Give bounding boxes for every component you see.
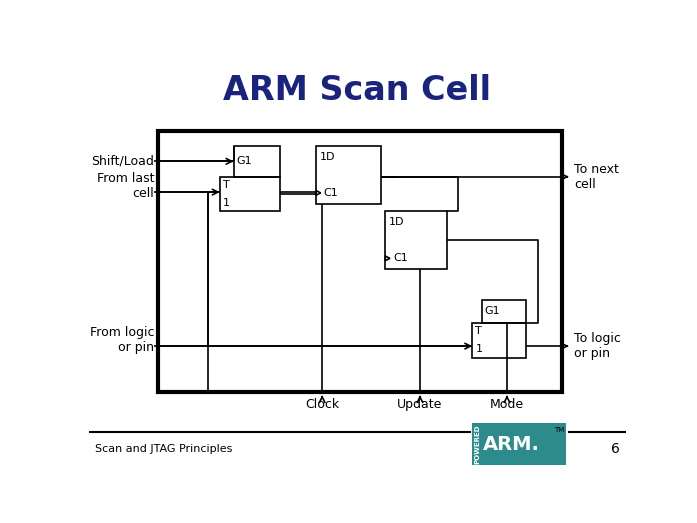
Bar bbox=[220, 177, 279, 211]
Bar bbox=[316, 146, 381, 203]
Text: From logic
or pin: From logic or pin bbox=[90, 326, 154, 354]
Text: T: T bbox=[223, 180, 229, 190]
Text: Mode: Mode bbox=[490, 399, 524, 412]
Text: Scan and JTAG Principles: Scan and JTAG Principles bbox=[95, 444, 232, 453]
Text: Update: Update bbox=[397, 399, 443, 412]
Bar bbox=[233, 146, 279, 177]
Text: To logic
or pin: To logic or pin bbox=[574, 332, 621, 360]
Text: ARM.: ARM. bbox=[483, 435, 540, 454]
Text: 1: 1 bbox=[223, 198, 230, 208]
Text: T: T bbox=[475, 326, 482, 336]
Text: 1D: 1D bbox=[320, 152, 335, 162]
Text: To next
cell: To next cell bbox=[574, 163, 619, 191]
Bar bbox=[158, 131, 562, 392]
Text: G1: G1 bbox=[484, 306, 500, 316]
Text: C1: C1 bbox=[393, 253, 408, 264]
Text: 1: 1 bbox=[475, 344, 482, 354]
Bar bbox=[482, 300, 526, 323]
Text: POWERED: POWERED bbox=[475, 425, 481, 464]
Text: 6: 6 bbox=[611, 441, 620, 456]
Text: ARM Scan Cell: ARM Scan Cell bbox=[223, 74, 491, 107]
Text: C1: C1 bbox=[323, 188, 339, 198]
Bar bbox=[473, 323, 526, 358]
Text: TM: TM bbox=[553, 427, 564, 433]
Bar bbox=[385, 211, 447, 269]
Text: From last
cell: From last cell bbox=[97, 172, 154, 200]
Text: Shift/Load: Shift/Load bbox=[91, 155, 154, 168]
Text: G1: G1 bbox=[237, 156, 252, 166]
Text: 1D: 1D bbox=[389, 217, 405, 227]
Text: Clock: Clock bbox=[305, 399, 339, 412]
Bar bbox=[472, 423, 566, 465]
